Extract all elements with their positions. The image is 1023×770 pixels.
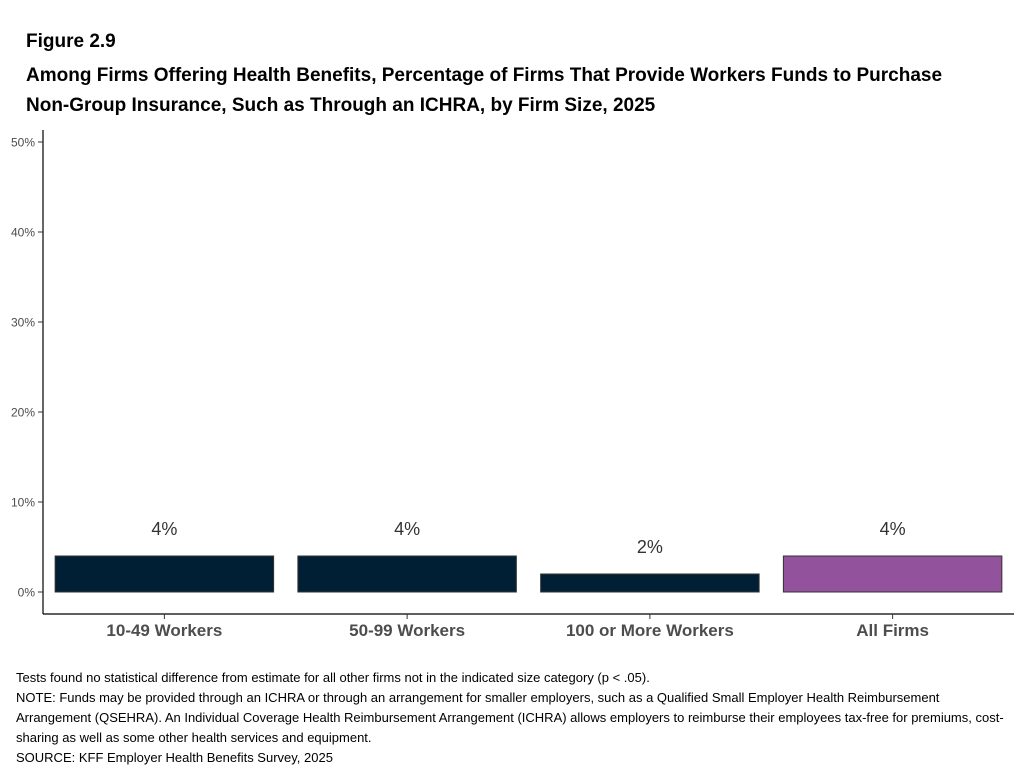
x-tick-label: 100 or More Workers	[566, 621, 734, 640]
bar	[54, 555, 275, 593]
y-tick-label: 50%	[11, 136, 35, 150]
data-label: 2%	[637, 537, 663, 557]
data-label: 4%	[880, 519, 906, 539]
chart-title: Among Firms Offering Health Benefits, Pe…	[26, 65, 943, 116]
x-tick-label: All Firms	[856, 621, 929, 640]
figure-label: Figure 2.9	[26, 31, 116, 52]
y-tick-label: 40%	[11, 226, 35, 240]
bar-chart: 0% 10% 20% 30% 40% 50% 4% 10-49 Workers 4% 50-99 …	[11, 130, 1014, 640]
note-significance: Tests found no statistical difference fr…	[16, 670, 650, 685]
y-tick-label: 30%	[11, 316, 35, 330]
bar	[540, 573, 760, 593]
data-label: 4%	[394, 519, 420, 539]
y-tick-label: 20%	[11, 406, 35, 420]
x-tick-label: 50-99 Workers	[349, 621, 465, 640]
y-tick-label: 10%	[11, 496, 35, 510]
bar	[297, 555, 517, 593]
y-tick-label: 0%	[18, 586, 36, 600]
data-label: 4%	[151, 519, 177, 539]
x-tick-label: 10-49 Workers	[106, 621, 222, 640]
chart-notes: Tests found no statistical difference fr…	[16, 668, 1016, 768]
note-definition: NOTE: Funds may be provided through an I…	[16, 690, 1004, 745]
bar	[782, 555, 1003, 593]
note-source: SOURCE: KFF Employer Health Benefits Sur…	[16, 750, 333, 765]
